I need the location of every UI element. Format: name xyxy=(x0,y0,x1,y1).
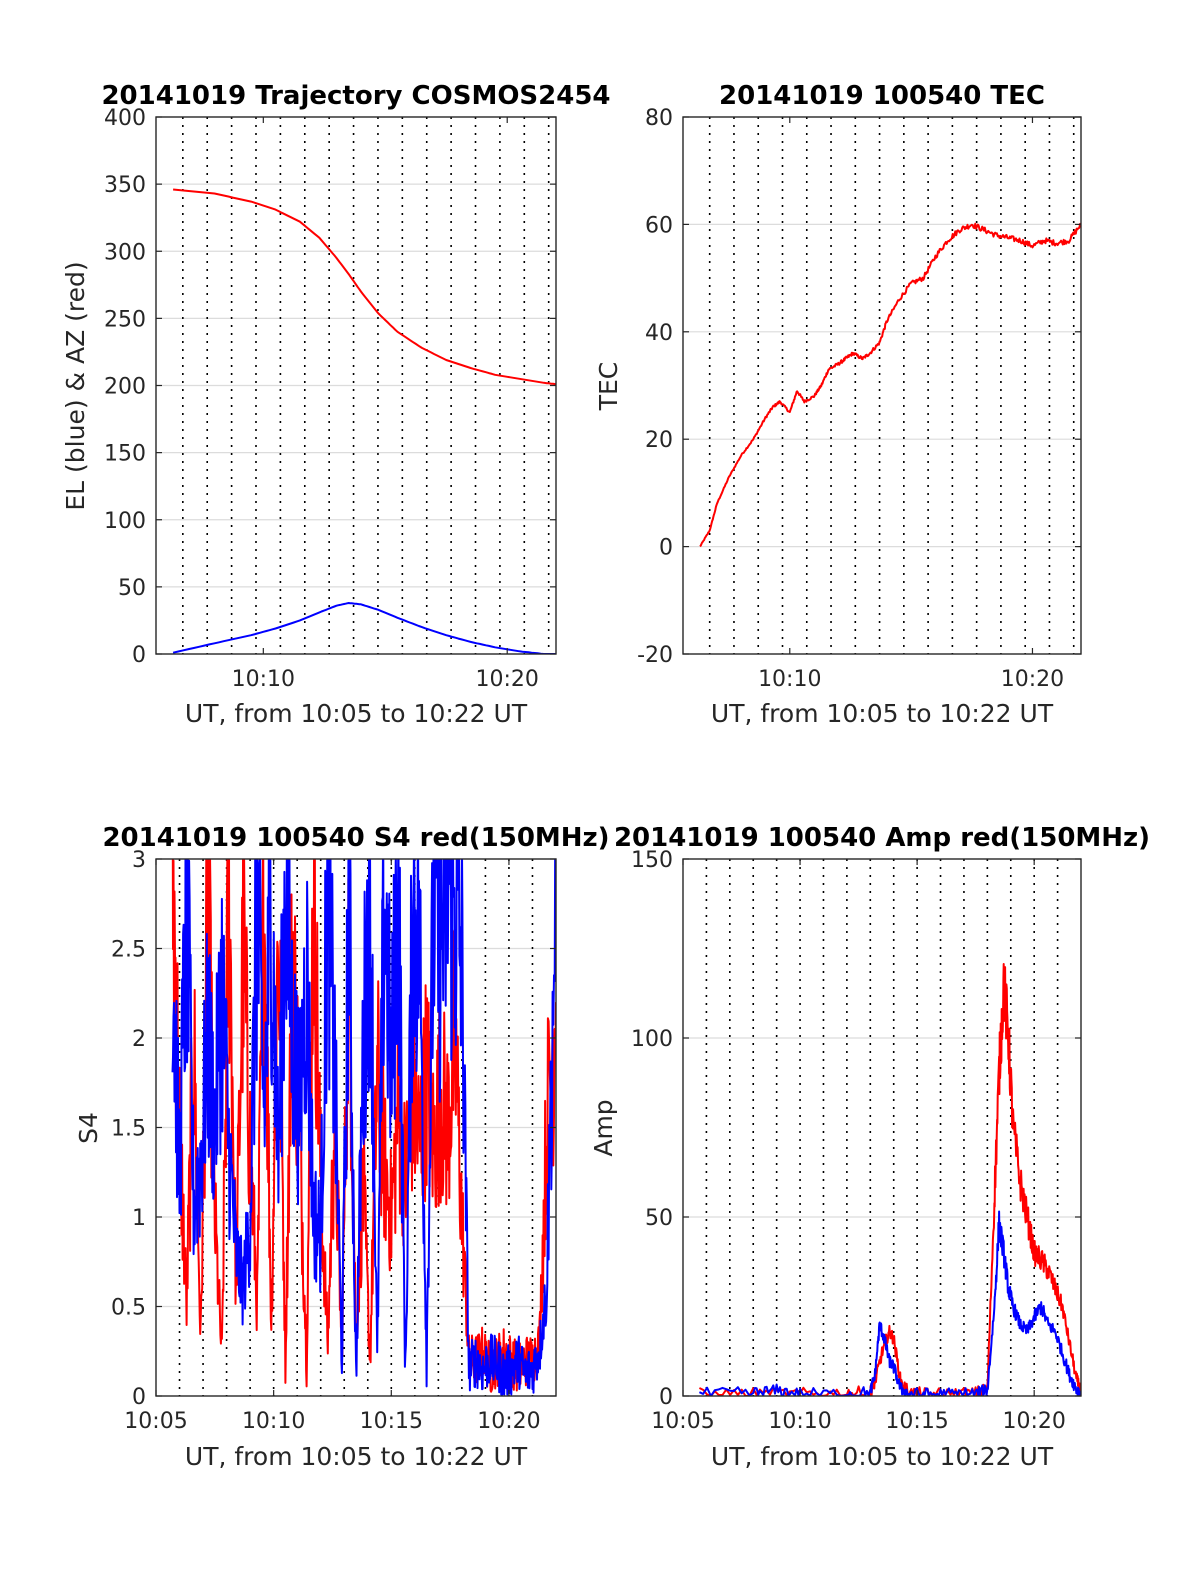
s4-ylabel: S4 xyxy=(74,1112,103,1144)
trajectory-series xyxy=(172,188,556,654)
amp-series-clip xyxy=(698,963,1081,1396)
tec-xlabel: UT, from 10:05 to 10:22 UT xyxy=(711,699,1054,728)
trajectory-series-blue-line xyxy=(172,602,556,654)
amp-ytick-label: 0 xyxy=(659,1385,673,1410)
trajectory-series-red-line xyxy=(173,188,556,386)
amp-xtick-label: 10:10 xyxy=(768,1409,831,1434)
tec-xtick-label: 10:20 xyxy=(1001,667,1064,692)
s4-series-clip xyxy=(171,859,556,1396)
trajectory-series-clip xyxy=(172,188,556,654)
amp-ytick-label: 50 xyxy=(645,1206,673,1231)
tec-series-red-line xyxy=(699,222,1081,548)
tec-ticks: -20 0 20 40 60 80 10:10 10:20 xyxy=(637,106,1081,692)
amp-series-red-line xyxy=(698,963,1081,1396)
amp-grid xyxy=(683,859,1081,1396)
s4-ytick-label: 2.5 xyxy=(111,938,146,963)
amp-xlabel: UT, from 10:05 to 10:22 UT xyxy=(711,1442,1054,1471)
trajectory-grid xyxy=(156,117,556,654)
s4-xtick-label: 10:05 xyxy=(124,1409,187,1434)
amp-series-blue-line xyxy=(698,1210,1081,1396)
amp-axes-box xyxy=(682,858,1082,1397)
trajectory-ytick-label: 400 xyxy=(104,106,146,131)
s4-ytick-label: 3 xyxy=(132,848,146,873)
s4-ytick-label: 1 xyxy=(132,1206,146,1231)
trajectory-xtick-label: 10:20 xyxy=(476,667,539,692)
tec-axes-box xyxy=(682,116,1082,655)
amp-ytick-label: 150 xyxy=(631,848,673,873)
s4-xlabel: UT, from 10:05 to 10:22 UT xyxy=(185,1442,528,1471)
trajectory-ytick-label: 200 xyxy=(104,375,146,400)
tec-xtick-label: 10:10 xyxy=(758,667,821,692)
trajectory-title: 20141019 Trajectory COSMOS2454 xyxy=(101,81,610,111)
amp-title: 20141019 100540 Amp red(150MHz) xyxy=(614,823,1150,853)
amp-xtick-label: 10:05 xyxy=(651,1409,714,1434)
s4-xtick-label: 10:20 xyxy=(477,1409,540,1434)
panel-amp: 0 50 100 150 10:05 10:10 10:15 10:20 20141019 1… xyxy=(589,823,1150,1471)
s4-ytick-label: 0 xyxy=(132,1385,146,1410)
tec-title: 20141019 100540 TEC xyxy=(719,81,1045,111)
s4-ytick-label: 0.5 xyxy=(111,1296,146,1321)
amp-ytick-label: 100 xyxy=(631,1027,673,1052)
amp-xtick-label: 10:15 xyxy=(885,1409,948,1434)
tec-series-clip xyxy=(699,222,1081,548)
s4-series xyxy=(171,859,556,1396)
tec-ytick-label: 0 xyxy=(659,536,673,561)
trajectory-ytick-label: 50 xyxy=(118,576,146,601)
amp-xtick-label: 10:20 xyxy=(1002,1409,1065,1434)
trajectory-ytick-label: 250 xyxy=(104,307,146,332)
trajectory-xtick-label: 10:10 xyxy=(232,667,295,692)
panel-trajectory: 0 50 100 150 200 250 300 350 400 10:10 10:20 20141… xyxy=(61,81,611,728)
amp-ticks: 0 50 100 150 10:05 10:10 10:15 10:20 xyxy=(631,848,1081,1434)
tec-ytick-label: 80 xyxy=(645,106,673,131)
panel-s4: 0 0.5 1 1.5 2 2.5 3 10:05 10:10 10:15 10:20 201410… xyxy=(74,823,610,1471)
s4-ytick-label: 1.5 xyxy=(111,1117,146,1142)
s4-xtick-label: 10:10 xyxy=(242,1409,305,1434)
trajectory-xlabel: UT, from 10:05 to 10:22 UT xyxy=(185,699,528,728)
s4-series-blue-line xyxy=(171,859,556,1396)
trajectory-ytick-label: 0 xyxy=(132,643,146,668)
trajectory-ytick-label: 150 xyxy=(104,442,146,467)
s4-xtick-label: 10:15 xyxy=(360,1409,423,1434)
amp-series xyxy=(698,963,1081,1396)
tec-grid xyxy=(683,117,1081,654)
tec-ytick-label: 40 xyxy=(645,321,673,346)
panel-tec: -20 0 20 40 60 80 10:10 10:20 20141019 100540 T… xyxy=(594,81,1082,728)
tec-series xyxy=(699,222,1081,548)
amp-ylabel: Amp xyxy=(589,1099,618,1156)
s4-title: 20141019 100540 S4 red(150MHz) xyxy=(102,823,609,853)
tec-ytick-label: 60 xyxy=(645,213,673,238)
tec-ytick-label: 20 xyxy=(645,428,673,453)
trajectory-ticks: 0 50 100 150 200 250 300 350 400 10:10 10:20 xyxy=(104,106,556,692)
trajectory-ylabel: EL (blue) & AZ (red) xyxy=(61,261,90,510)
s4-ticks: 0 0.5 1 1.5 2 2.5 3 10:05 10:10 10:15 10:20 xyxy=(111,848,556,1434)
tec-ytick-label: -20 xyxy=(637,643,673,668)
s4-ytick-label: 2 xyxy=(132,1027,146,1052)
trajectory-ytick-label: 350 xyxy=(104,173,146,198)
tec-ylabel: TEC xyxy=(594,362,623,412)
trajectory-ytick-label: 300 xyxy=(104,240,146,265)
trajectory-ytick-label: 100 xyxy=(104,509,146,534)
